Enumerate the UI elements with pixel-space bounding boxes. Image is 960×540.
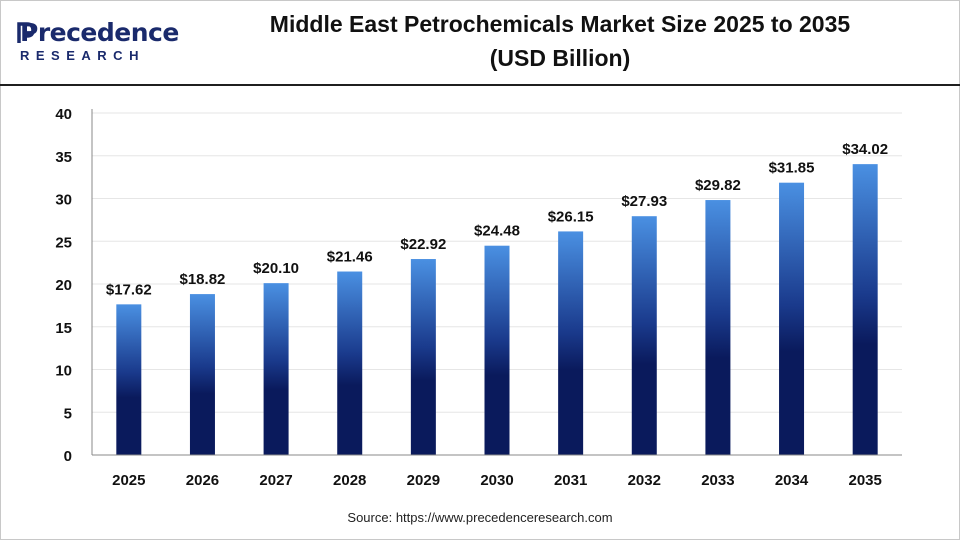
data-label-2029: $22.92 xyxy=(400,236,446,253)
y-tick-label: 35 xyxy=(55,149,72,166)
x-tick-label-2034: 2034 xyxy=(775,472,809,489)
data-label-2035: $34.02 xyxy=(842,141,888,158)
bar-2029 xyxy=(410,259,436,455)
x-tick-label-2035: 2035 xyxy=(848,472,881,489)
data-label-2034: $31.85 xyxy=(769,160,815,177)
bar-2027 xyxy=(263,283,289,455)
data-label-2031: $26.15 xyxy=(548,208,594,225)
bar-2034 xyxy=(779,182,805,455)
bars: $17.62 $18.82 $20.10 $21.46 $22.92 $24.48 $26.… xyxy=(106,141,888,455)
bar-2031 xyxy=(558,231,584,455)
x-axis: 2025 2026 2027 2028 2029 2030 2031 2032 2033 2034… xyxy=(92,454,902,489)
y-tick-label: 15 xyxy=(55,320,72,337)
chart-title: Middle East Petrochemicals Market Size 2… xyxy=(269,11,851,37)
x-tick-label-2025: 2025 xyxy=(112,472,145,489)
precedence-research-logo: Precedence RESEARCH xyxy=(17,18,179,68)
y-tick-label: 10 xyxy=(55,363,72,380)
x-tick-label-2031: 2031 xyxy=(554,472,587,489)
logo-wordmark: Precedence xyxy=(20,18,179,47)
chart-header: Precedence RESEARCH Middle East Petroche… xyxy=(0,0,960,86)
logo-subtitle: RESEARCH xyxy=(20,48,145,63)
bar-2033 xyxy=(705,200,731,455)
data-label-2028: $21.46 xyxy=(327,249,373,266)
y-tick-label: 40 xyxy=(55,106,72,123)
x-tick-label-2030: 2030 xyxy=(480,472,513,489)
chart-subtitle: (USD Billion) xyxy=(489,45,631,71)
data-label-2027: $20.10 xyxy=(253,260,299,277)
y-tick-label: 25 xyxy=(55,234,72,251)
bar-2026 xyxy=(189,294,215,455)
y-axis: 0 5 10 15 20 25 30 35 40 xyxy=(55,106,93,465)
bar-2032 xyxy=(631,216,657,455)
bar-2030 xyxy=(484,245,510,455)
y-tick-label: 30 xyxy=(55,192,72,209)
x-tick-label-2029: 2029 xyxy=(407,472,440,489)
x-tick-label-2033: 2033 xyxy=(701,472,734,489)
y-tick-label: 5 xyxy=(64,405,72,422)
y-tick-label: 20 xyxy=(55,277,72,294)
x-tick-label-2028: 2028 xyxy=(333,472,366,489)
data-label-2032: $27.93 xyxy=(621,193,667,210)
source-note: Source: https://www.precedenceresearch.c… xyxy=(347,510,613,525)
data-label-2026: $18.82 xyxy=(180,271,226,288)
x-tick-label-2032: 2032 xyxy=(628,472,661,489)
bar-2025 xyxy=(116,304,142,455)
data-label-2025: $17.62 xyxy=(106,281,152,298)
bar-2028 xyxy=(337,271,363,455)
bar-2035 xyxy=(852,164,878,455)
data-label-2030: $24.48 xyxy=(474,223,520,240)
data-label-2033: $29.82 xyxy=(695,177,741,194)
x-tick-label-2027: 2027 xyxy=(259,472,292,489)
y-tick-label: 0 xyxy=(64,448,72,465)
logo-mark-icon xyxy=(17,22,35,43)
x-tick-label-2026: 2026 xyxy=(186,472,219,489)
